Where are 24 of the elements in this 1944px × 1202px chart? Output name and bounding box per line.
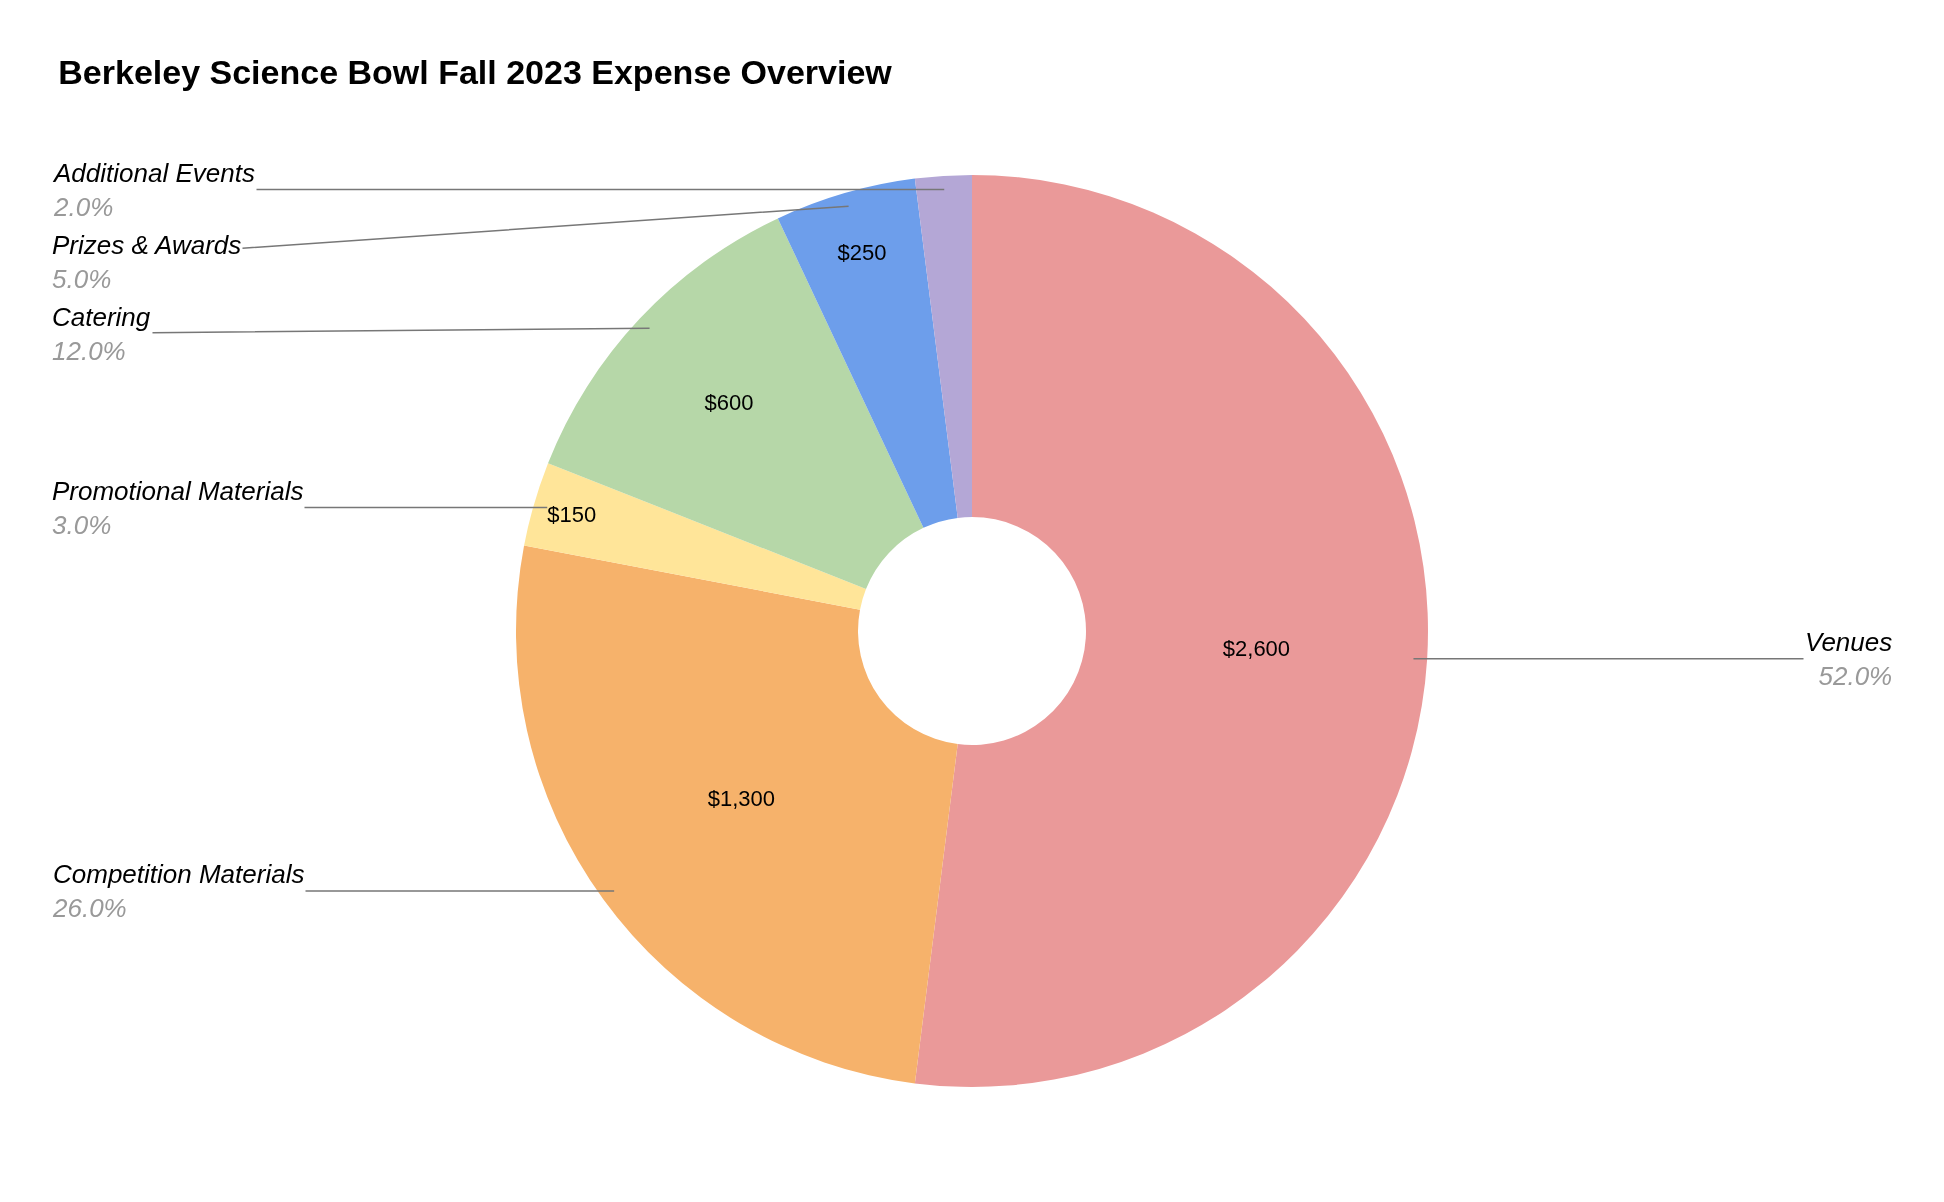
slice-label: Additional Events xyxy=(52,158,255,188)
chart-title: Berkeley Science Bowl Fall 2023 Expense Overview xyxy=(58,52,893,91)
slice-label: Promotional Materials xyxy=(52,476,304,506)
donut-slice xyxy=(777,178,958,528)
text: 26.0% xyxy=(52,892,127,923)
data-label: $2,600 xyxy=(1222,636,1291,662)
slice-label: Competition Materials xyxy=(53,859,305,889)
text: 5.0% xyxy=(52,263,112,294)
donut-slice xyxy=(524,463,867,610)
data-label: $600 xyxy=(704,390,754,416)
donut-slice xyxy=(516,545,958,1084)
text: 52.0% xyxy=(1818,660,1893,691)
data-label: $150 xyxy=(547,502,597,528)
data-label: $1,300 xyxy=(707,786,776,812)
donut-slice xyxy=(548,218,924,590)
donut-slice xyxy=(914,175,972,518)
donut-slice xyxy=(914,175,1428,1087)
text: 12.0% xyxy=(52,335,126,366)
slice-label: Prizes & Awards xyxy=(52,230,242,260)
text: 3.0% xyxy=(52,509,112,540)
text: 2.0% xyxy=(53,191,114,222)
data-label: $250 xyxy=(837,239,887,265)
slice-label: Catering xyxy=(52,302,151,332)
slice-label: Venues xyxy=(1805,627,1893,657)
